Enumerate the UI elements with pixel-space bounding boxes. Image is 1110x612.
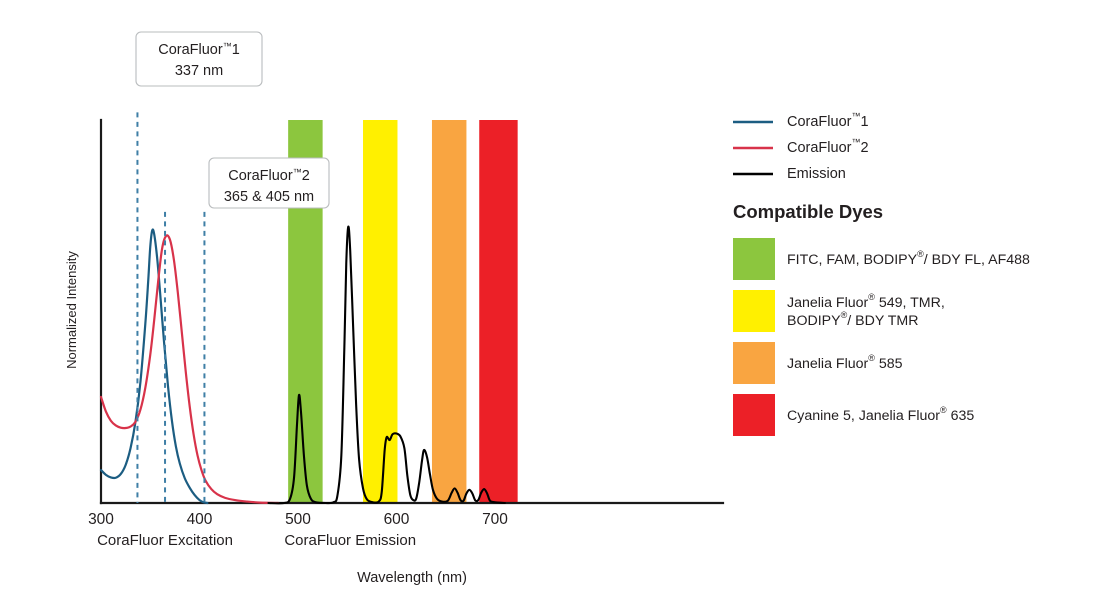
callout-corafluor2-line2: 365 & 405 nm [224,189,314,205]
green-dye-entry[interactable]: FITC, FAM, BODIPY®/ BDY FL, AF488 [733,238,1030,280]
yellow-dye-entry-swatch [733,290,775,332]
red-dye-entry-label-line1: Cyanine 5, Janelia Fluor® 635 [787,405,974,423]
legend-entry-corafluor2[interactable]: CoraFluor™2 [733,137,869,156]
red-dye-entry[interactable]: Cyanine 5, Janelia Fluor® 635 [733,394,974,436]
y-axis-title: Normalized Intensity [64,251,79,369]
callout-corafluor1-line2: 337 nm [175,63,223,79]
red-band [479,120,518,503]
curve-emission-emission [267,225,506,505]
x-axis-title: Wavelength (nm) [357,570,467,586]
red-dye-entry-swatch [733,394,775,436]
curve-excitation-corafluor2 [99,234,280,505]
curve-excitation-corafluor1 [99,228,209,505]
orange-dye-entry-label-line1: Janelia Fluor® 585 [787,353,903,371]
xtick-500: 500 [285,511,311,528]
spectra-curves [99,225,506,505]
callout-corafluor1-box [135,31,263,87]
callout-corafluor1: CoraFluor™1 337 nm [135,31,263,87]
compatible-dyes-heading: Compatible Dyes [733,201,883,222]
yellow-dye-entry[interactable]: Janelia Fluor® 549, TMR,BODIPY®/ BDY TMR [733,290,945,332]
yellow-band [363,120,398,503]
excitation-marker-lines [136,112,206,503]
callout-corafluor2-box [208,157,330,209]
green-dye-entry-label-line1: FITC, FAM, BODIPY®/ BDY FL, AF488 [787,249,1030,267]
orange-dye-entry[interactable]: Janelia Fluor® 585 [733,342,903,384]
callout-corafluor1-line1: CoraFluor™1 [158,41,240,58]
legend-entry-corafluor1[interactable]: CoraFluor™1 [733,111,869,130]
yellow-dye-entry-label-line1: Janelia Fluor® 549, TMR, [787,292,945,310]
green-dye-entry-swatch [733,238,775,280]
chart-legend: CoraFluor™1 CoraFluor™2 Emission [733,111,869,182]
callout-corafluor2-line1: CoraFluor™2 [228,167,310,184]
legend-label: Emission [787,166,846,182]
callout-corafluor2: CoraFluor™2 365 & 405 nm [208,157,330,209]
region-label-excitation: CoraFluor Excitation [97,532,233,549]
xtick-300: 300 [88,511,114,528]
xtick-400: 400 [187,511,213,528]
orange-band [431,120,467,503]
axis-tick-labels: 300 400 500 600 700 CoraFluor Excitation CoraF… [88,511,508,586]
compatible-dyes-panel: Compatible Dyes FITC, FAM, BODIPY®/ BDY F… [733,201,1030,436]
orange-dye-entry-swatch [733,342,775,384]
region-label-emission: CoraFluor Emission [284,532,416,549]
yellow-dye-entry-label-line2: BODIPY®/ BDY TMR [787,310,918,328]
xtick-700: 700 [482,511,508,528]
legend-entry-emission[interactable]: Emission [733,166,846,182]
callout-boxes: CoraFluor™1 337 nm CoraFluor™2 365 & 405 nm [135,31,330,209]
xtick-600: 600 [384,511,410,528]
legend-label: CoraFluor™2 [787,137,869,155]
legend-label: CoraFluor™1 [787,111,869,129]
